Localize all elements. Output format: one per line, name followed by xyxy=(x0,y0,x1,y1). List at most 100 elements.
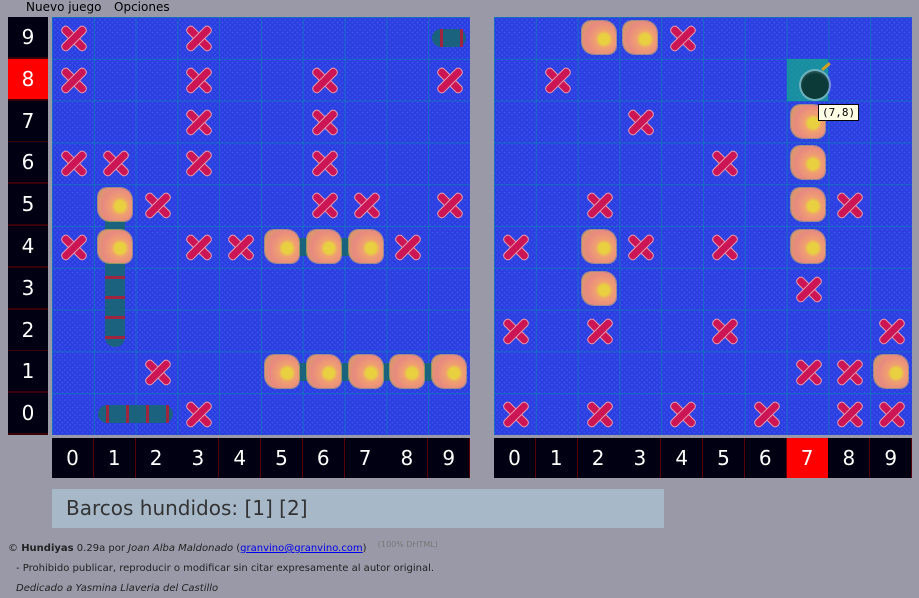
water-cell[interactable] xyxy=(870,59,912,101)
water-cell[interactable] xyxy=(745,17,787,59)
water-cell[interactable] xyxy=(536,17,578,59)
water-cell[interactable] xyxy=(703,268,745,310)
water-cell[interactable] xyxy=(578,142,620,184)
email-link[interactable]: granvino@granvino.com xyxy=(240,543,363,554)
miss-x-icon[interactable] xyxy=(661,393,703,435)
water-cell[interactable] xyxy=(745,59,787,101)
water-cell[interactable] xyxy=(494,101,536,143)
water-cell[interactable] xyxy=(661,268,703,310)
miss-x-icon[interactable] xyxy=(661,17,703,59)
water-cell[interactable] xyxy=(536,101,578,143)
miss-x-icon[interactable] xyxy=(828,184,870,226)
water-cell[interactable] xyxy=(619,393,661,435)
water-cell[interactable] xyxy=(619,184,661,226)
hit-explosion-icon[interactable] xyxy=(578,226,620,268)
water-cell[interactable] xyxy=(536,393,578,435)
water-cell[interactable] xyxy=(661,184,703,226)
water-cell[interactable] xyxy=(578,59,620,101)
miss-x-icon[interactable] xyxy=(787,351,829,393)
water-cell[interactable] xyxy=(870,142,912,184)
water-cell[interactable] xyxy=(870,226,912,268)
water-cell[interactable] xyxy=(870,184,912,226)
miss-x-icon[interactable] xyxy=(619,226,661,268)
water-cell[interactable] xyxy=(703,351,745,393)
water-cell[interactable] xyxy=(494,17,536,59)
water-cell[interactable] xyxy=(661,59,703,101)
miss-x-icon[interactable] xyxy=(494,310,536,352)
water-cell[interactable] xyxy=(619,59,661,101)
water-cell[interactable] xyxy=(661,310,703,352)
water-cell[interactable] xyxy=(745,184,787,226)
enemy-board[interactable] xyxy=(494,17,912,435)
hit-explosion-icon[interactable] xyxy=(578,268,620,310)
miss-x-icon[interactable] xyxy=(578,310,620,352)
miss-x-icon[interactable] xyxy=(578,184,620,226)
water-cell[interactable] xyxy=(536,268,578,310)
miss-x-icon[interactable] xyxy=(828,393,870,435)
water-cell[interactable] xyxy=(703,17,745,59)
water-cell[interactable] xyxy=(870,101,912,143)
miss-x-icon[interactable] xyxy=(703,226,745,268)
water-cell[interactable] xyxy=(536,310,578,352)
water-cell[interactable] xyxy=(536,184,578,226)
water-cell[interactable] xyxy=(494,351,536,393)
miss-x-icon[interactable] xyxy=(787,268,829,310)
water-cell[interactable] xyxy=(494,142,536,184)
water-cell[interactable] xyxy=(619,351,661,393)
water-cell[interactable] xyxy=(828,226,870,268)
water-cell[interactable] xyxy=(661,226,703,268)
water-cell[interactable] xyxy=(494,268,536,310)
water-cell[interactable] xyxy=(828,17,870,59)
bomb-cursor-cell[interactable] xyxy=(786,58,831,101)
miss-x-icon[interactable] xyxy=(870,310,912,352)
miss-x-icon[interactable] xyxy=(578,393,620,435)
water-cell[interactable] xyxy=(661,142,703,184)
water-cell[interactable] xyxy=(745,268,787,310)
miss-x-icon[interactable] xyxy=(703,142,745,184)
water-cell[interactable] xyxy=(787,17,829,59)
miss-x-icon[interactable] xyxy=(745,393,787,435)
water-cell[interactable] xyxy=(619,268,661,310)
water-cell[interactable] xyxy=(494,59,536,101)
hit-explosion-icon[interactable] xyxy=(787,142,829,184)
water-cell[interactable] xyxy=(828,310,870,352)
miss-x-icon[interactable] xyxy=(828,351,870,393)
water-cell[interactable] xyxy=(703,101,745,143)
water-cell[interactable] xyxy=(703,184,745,226)
hit-explosion-icon[interactable] xyxy=(578,17,620,59)
menu-options[interactable]: Opciones xyxy=(114,0,170,14)
water-cell[interactable] xyxy=(578,351,620,393)
miss-x-icon[interactable] xyxy=(870,393,912,435)
water-cell[interactable] xyxy=(828,142,870,184)
water-cell[interactable] xyxy=(787,310,829,352)
water-cell[interactable] xyxy=(745,310,787,352)
water-cell[interactable] xyxy=(745,101,787,143)
water-cell[interactable] xyxy=(536,142,578,184)
hit-explosion-icon[interactable] xyxy=(619,17,661,59)
water-cell[interactable] xyxy=(745,226,787,268)
water-cell[interactable] xyxy=(870,268,912,310)
water-cell[interactable] xyxy=(787,393,829,435)
water-cell[interactable] xyxy=(828,59,870,101)
water-cell[interactable] xyxy=(661,351,703,393)
hit-explosion-icon[interactable] xyxy=(870,351,912,393)
water-cell[interactable] xyxy=(661,101,703,143)
water-cell[interactable] xyxy=(703,59,745,101)
hit-explosion-icon[interactable] xyxy=(787,184,829,226)
miss-x-icon[interactable] xyxy=(536,59,578,101)
water-cell[interactable] xyxy=(536,226,578,268)
miss-x-icon[interactable] xyxy=(494,226,536,268)
water-cell[interactable] xyxy=(828,268,870,310)
hit-explosion-icon[interactable] xyxy=(787,226,829,268)
water-cell[interactable] xyxy=(619,310,661,352)
miss-x-icon[interactable] xyxy=(703,310,745,352)
water-cell[interactable] xyxy=(703,393,745,435)
miss-x-icon[interactable] xyxy=(619,101,661,143)
water-cell[interactable] xyxy=(745,142,787,184)
menu-new-game[interactable]: Nuevo juego xyxy=(26,0,102,14)
water-cell[interactable] xyxy=(494,184,536,226)
miss-x-icon[interactable] xyxy=(494,393,536,435)
water-cell[interactable] xyxy=(578,101,620,143)
water-cell[interactable] xyxy=(536,351,578,393)
water-cell[interactable] xyxy=(870,17,912,59)
